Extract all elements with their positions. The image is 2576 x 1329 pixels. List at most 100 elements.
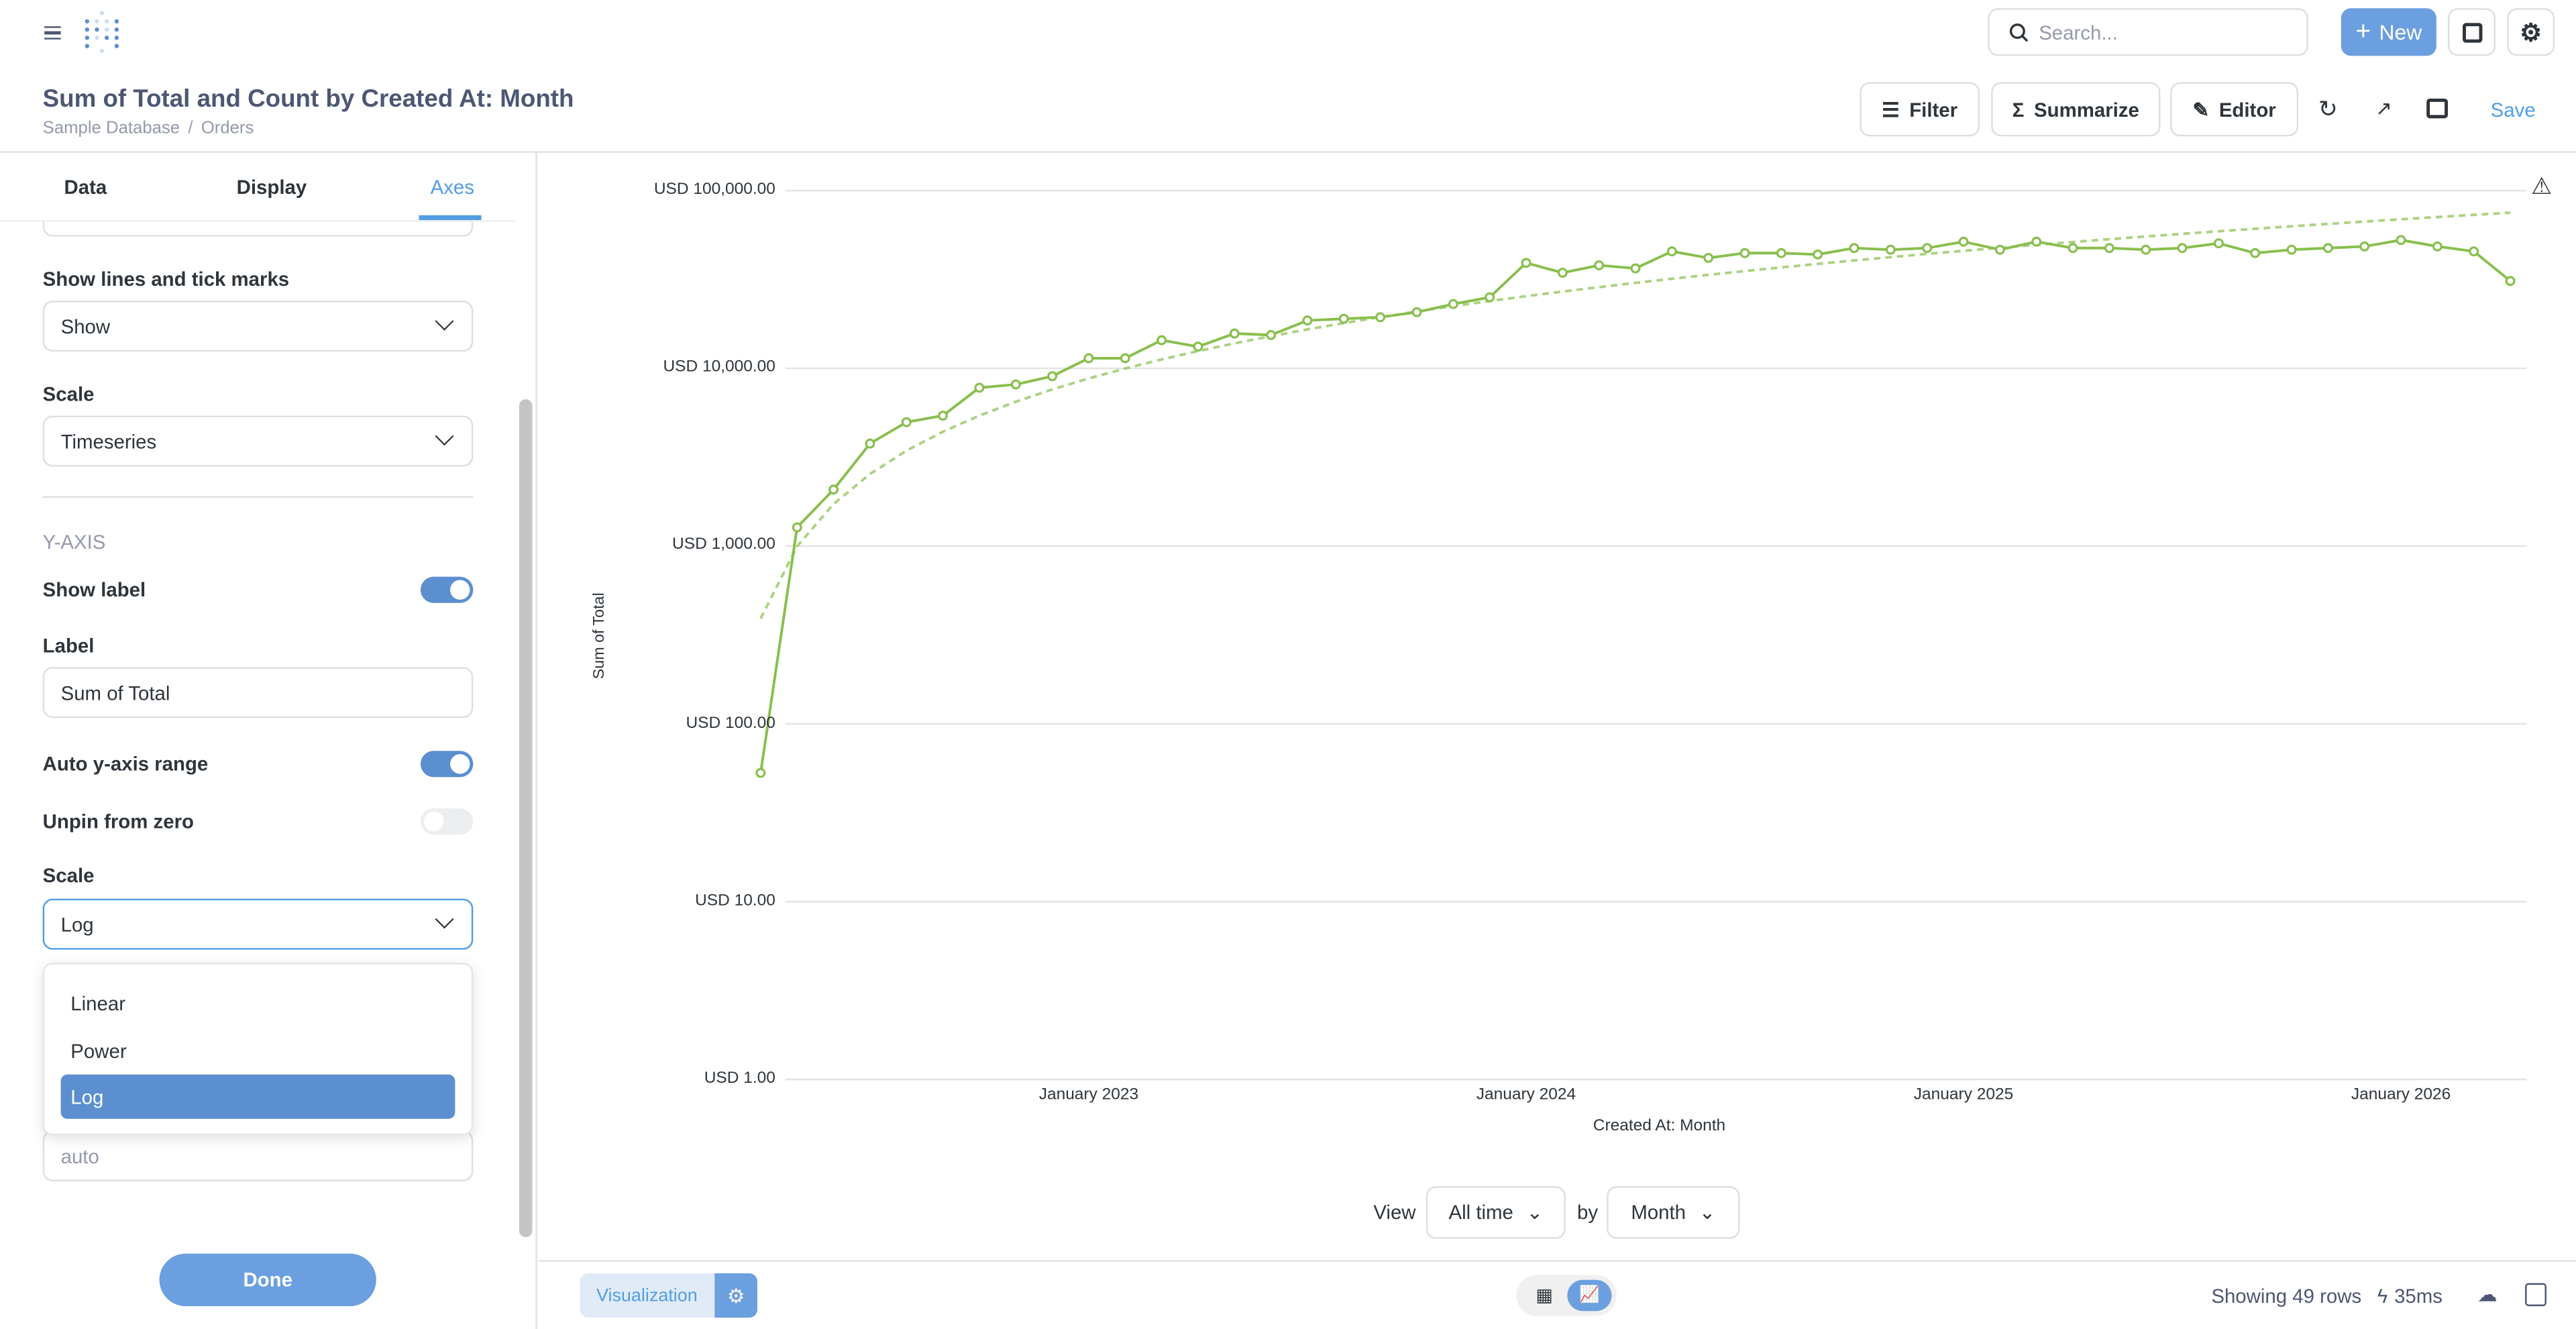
save-button[interactable]: Save bbox=[2490, 98, 2536, 122]
menu-icon[interactable] bbox=[40, 19, 66, 46]
series-line bbox=[759, 238, 2512, 774]
data-point bbox=[2396, 235, 2406, 246]
y-tick-label: USD 1.00 bbox=[704, 1069, 775, 1088]
scale-option-log[interactable]: Log bbox=[60, 1074, 455, 1119]
visualization-button[interactable]: Visualization ⚙ bbox=[580, 1273, 757, 1318]
header-divider bbox=[0, 151, 2576, 153]
scrollbar[interactable] bbox=[519, 399, 533, 1238]
data-point bbox=[1485, 292, 1495, 303]
data-point bbox=[1594, 260, 1605, 270]
pencil-icon: ✎ bbox=[2192, 97, 2210, 121]
data-point bbox=[2432, 241, 2443, 252]
data-point bbox=[1521, 258, 1532, 268]
data-point bbox=[1557, 268, 1568, 278]
auto-range-label: Auto y-axis range bbox=[42, 752, 209, 776]
data-point bbox=[974, 382, 985, 393]
data-point bbox=[1047, 371, 1058, 382]
data-point bbox=[1010, 379, 1021, 390]
data-point bbox=[2322, 243, 2333, 254]
y-scale-label: Scale bbox=[42, 864, 95, 888]
gear-icon: ⚙ bbox=[2520, 19, 2542, 47]
bolt-icon: ϟ bbox=[2377, 1285, 2388, 1308]
data-point bbox=[755, 767, 766, 778]
editor-button[interactable]: ✎ Editor bbox=[2170, 82, 2299, 137]
breadcrumb-separator: / bbox=[188, 118, 193, 138]
new-label: New bbox=[2379, 19, 2422, 45]
x-tick-label: January 2026 bbox=[2351, 1085, 2451, 1104]
y-tick-label: USD 100,000.00 bbox=[653, 180, 775, 199]
breadcrumb-table[interactable]: Orders bbox=[201, 118, 254, 138]
search-icon bbox=[2009, 23, 2029, 42]
data-point bbox=[2141, 244, 2151, 255]
auto-range-toggle[interactable] bbox=[420, 751, 474, 778]
share-icon[interactable]: ↗ bbox=[2375, 97, 2392, 120]
unpin-toggle[interactable] bbox=[420, 808, 474, 835]
tab-display[interactable]: Display bbox=[236, 176, 307, 199]
data-point bbox=[1630, 263, 1641, 274]
show-lines-select[interactable]: Show bbox=[42, 301, 474, 352]
section-divider bbox=[42, 496, 474, 498]
tabs-divider bbox=[0, 220, 516, 222]
period-select[interactable]: All time ⌄ bbox=[1426, 1186, 1566, 1239]
y-tick-label: USD 10.00 bbox=[695, 892, 775, 910]
table-icon[interactable]: ▦ bbox=[1536, 1286, 1553, 1306]
logo[interactable] bbox=[82, 10, 121, 53]
data-point bbox=[1375, 312, 1386, 323]
data-point bbox=[1448, 299, 1458, 309]
unit-select[interactable]: Month ⌄ bbox=[1607, 1186, 1740, 1239]
chevron-down-icon: ⌄ bbox=[1699, 1201, 1716, 1224]
metabot-button[interactable] bbox=[2448, 8, 2496, 56]
partial-field[interactable] bbox=[42, 221, 474, 237]
summarize-button[interactable]: Σ Summarize bbox=[1991, 82, 2161, 137]
data-point bbox=[2104, 243, 2114, 254]
calendar-icon[interactable] bbox=[2525, 1283, 2546, 1306]
warning-icon[interactable]: ⚠ bbox=[2531, 171, 2552, 199]
tab-data[interactable]: Data bbox=[64, 176, 107, 199]
download-icon[interactable]: ☁ bbox=[2477, 1283, 2498, 1306]
gear-icon[interactable]: ⚙ bbox=[714, 1273, 757, 1318]
data-point bbox=[1885, 244, 1896, 255]
new-button[interactable]: + New bbox=[2341, 8, 2436, 56]
data-point bbox=[2031, 236, 2042, 247]
y-scale-value: Log bbox=[60, 912, 94, 936]
search-input[interactable]: Search... bbox=[1988, 8, 2308, 56]
view-label: View bbox=[1373, 1201, 1416, 1224]
y-axis-heading: Y-AXIS bbox=[42, 531, 106, 554]
scale-option-power[interactable]: Power bbox=[70, 1039, 127, 1063]
x-scale-label: Scale bbox=[42, 382, 95, 406]
x-tick-label: January 2024 bbox=[1476, 1085, 1576, 1104]
data-point bbox=[1157, 335, 1167, 345]
done-button[interactable]: Done bbox=[159, 1253, 376, 1306]
data-point bbox=[2213, 238, 2224, 249]
data-point bbox=[2286, 244, 2297, 255]
refresh-icon[interactable]: ↻ bbox=[2318, 94, 2338, 121]
label-label: Label bbox=[42, 634, 95, 657]
data-point bbox=[1083, 353, 1094, 364]
scale-option-linear[interactable]: Linear bbox=[70, 991, 126, 1015]
tab-axes[interactable]: Axes bbox=[430, 176, 474, 199]
data-point bbox=[1411, 307, 1422, 317]
active-tab-indicator bbox=[419, 215, 482, 221]
trend-line bbox=[759, 211, 2511, 619]
footer-divider bbox=[539, 1260, 2576, 1262]
show-label-toggle[interactable] bbox=[420, 576, 474, 603]
y-scale-select[interactable]: Log bbox=[42, 898, 474, 950]
editor-label: Editor bbox=[2218, 97, 2276, 121]
query-time-value: 35ms bbox=[2394, 1285, 2443, 1308]
x-scale-select[interactable]: Timeseries bbox=[42, 415, 474, 467]
label-input[interactable]: Sum of Total bbox=[42, 667, 474, 719]
min-placeholder: auto bbox=[60, 1144, 99, 1168]
breadcrumb-database[interactable]: Sample Database bbox=[42, 118, 180, 138]
plus-icon: + bbox=[2355, 17, 2371, 46]
page-title: Sum of Total and Count by Created At: Mo… bbox=[42, 85, 574, 113]
data-point bbox=[901, 417, 912, 427]
data-point bbox=[1193, 341, 1203, 352]
metabot-icon[interactable] bbox=[2426, 98, 2449, 119]
data-point bbox=[1958, 236, 1969, 247]
filter-button[interactable]: ☰ Filter bbox=[1860, 82, 1980, 137]
y-tick-label: USD 10,000.00 bbox=[663, 358, 775, 377]
settings-button[interactable]: ⚙ bbox=[2507, 8, 2555, 56]
unit-value: Month bbox=[1631, 1201, 1686, 1224]
chart-icon[interactable]: 📈 bbox=[1567, 1279, 1612, 1312]
